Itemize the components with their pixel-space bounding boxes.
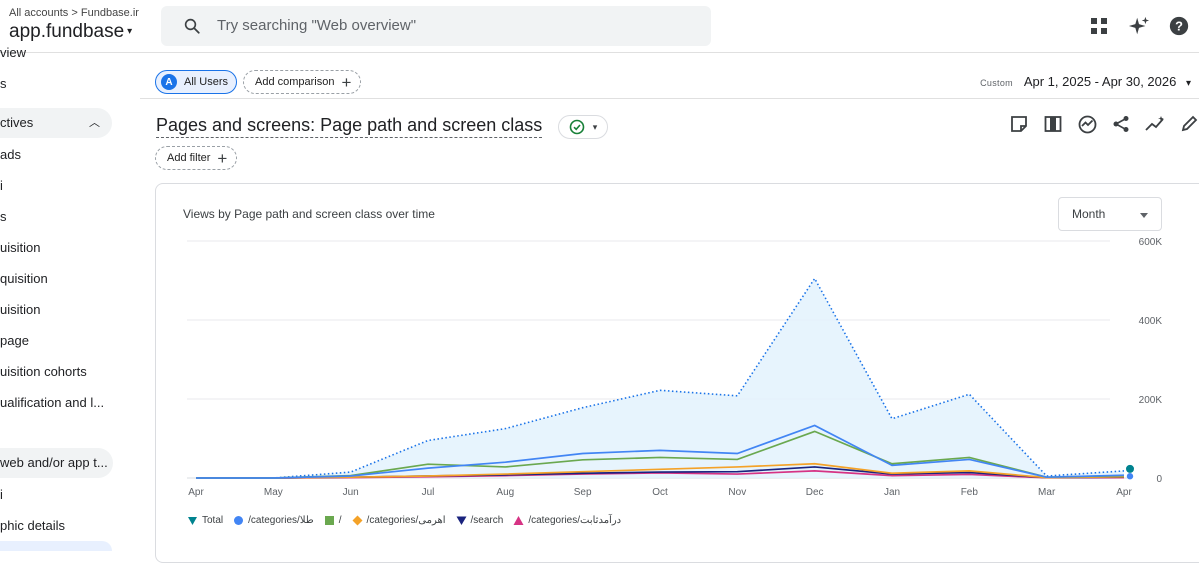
granularity-select[interactable]: Month [1058, 197, 1162, 231]
trend-sparkle-icon[interactable] [1145, 114, 1165, 134]
sidebar-item[interactable]: s [0, 76, 7, 91]
legend-item[interactable]: /categories/اهرمی [352, 515, 446, 526]
chart-card [155, 183, 1199, 563]
sidebar-item[interactable]: ads [0, 147, 21, 162]
legend-item[interactable]: / [324, 515, 342, 526]
sidebar-item[interactable]: quisition [0, 271, 48, 286]
sidebar-item[interactable]: page [0, 333, 29, 348]
segment-letter: A [161, 74, 177, 90]
sidebar-item[interactable]: s [0, 209, 7, 224]
note-icon[interactable] [1009, 114, 1029, 134]
sidebar-item[interactable]: uisition [0, 240, 41, 255]
sidebar-item[interactable]: ualification and l... [0, 395, 105, 410]
compare-columns-icon[interactable] [1043, 114, 1063, 134]
legend-item[interactable]: /categories/درآمدثابت [513, 515, 621, 526]
legend-marker-icon [324, 516, 334, 525]
legend-item[interactable]: /search [456, 515, 504, 526]
sidebar-item-label: ctives [0, 115, 34, 130]
report-status-dropdown[interactable]: ▾ [558, 115, 608, 139]
sparkle-icon[interactable] [1127, 14, 1151, 38]
legend-marker-icon [456, 516, 467, 525]
report-actions [1009, 114, 1199, 134]
sidebar-item-web-app[interactable]: web and/or app t... [0, 448, 113, 478]
legend-label: /search [470, 515, 504, 526]
date-custom-label: Custom [980, 78, 1013, 88]
sidebar-item[interactable]: i [0, 178, 3, 193]
plus-icon: + [217, 148, 228, 168]
sidebar-item[interactable]: i [0, 487, 3, 502]
sidebar: view s ctives ︿ ads i s uisition quisiti… [0, 45, 140, 551]
caret-down-icon: ▾ [127, 26, 133, 38]
search-input[interactable]: Try searching "Web overview" [161, 6, 711, 46]
breadcrumb-account[interactable]: Fundbase.ir [80, 7, 139, 19]
property-selector[interactable]: app.fundbase ▾ [9, 21, 132, 43]
legend-item[interactable]: /categories/طلا [233, 515, 314, 526]
breadcrumb-separator: > [71, 7, 78, 19]
toolbar-divider [140, 98, 1199, 99]
legend-item[interactable]: Total [187, 515, 223, 526]
sidebar-section-objectives[interactable]: ctives ︿ [0, 108, 112, 138]
caret-down-icon: ▾ [1185, 78, 1191, 89]
sidebar-item[interactable]: view [0, 45, 27, 60]
legend-label: /categories/طلا [248, 515, 314, 526]
segment-chip-all-users[interactable]: A All Users [155, 70, 237, 94]
check-circle-icon [569, 119, 585, 135]
insights-icon[interactable] [1077, 114, 1097, 134]
sidebar-item[interactable]: phic details [0, 518, 66, 533]
date-range-picker[interactable]: Custom Apr 1, 2025 - Apr 30, 2026 ▾ [980, 74, 1191, 89]
property-name: app.fundbase [9, 21, 125, 42]
date-range-value: Apr 1, 2025 - Apr 30, 2026 [1023, 74, 1177, 89]
svg-text:?: ? [1175, 19, 1183, 34]
search-placeholder: Try searching "Web overview" [217, 17, 417, 34]
add-filter-label: Add filter [167, 152, 211, 164]
chart-title: Views by Page path and screen class over… [183, 207, 435, 221]
edit-pencil-icon[interactable] [1179, 114, 1199, 134]
legend-label: / [338, 515, 342, 526]
add-comparison-button[interactable]: Add comparison + [243, 70, 362, 94]
add-filter-button[interactable]: Add filter + [155, 146, 238, 170]
apps-grid-icon[interactable] [1087, 14, 1111, 38]
sidebar-item[interactable]: uisition [0, 302, 41, 317]
share-icon[interactable] [1111, 114, 1131, 134]
legend-marker-icon [188, 517, 197, 525]
page-title[interactable]: Pages and screens: Page path and screen … [156, 115, 543, 138]
top-bar: All accounts > Fundbase.ir app.fundbase ▾… [0, 0, 1199, 53]
help-icon[interactable]: ? [1167, 14, 1191, 38]
add-comparison-label: Add comparison [255, 76, 335, 88]
caret-down-icon: ▾ [592, 121, 598, 132]
caret-down-icon [1140, 213, 1148, 218]
legend-label: /categories/اهرمی [366, 515, 446, 526]
search-icon [184, 18, 200, 34]
legend-marker-icon [513, 516, 524, 525]
legend-marker-icon [234, 516, 244, 525]
legend-label: Total [202, 515, 224, 526]
sidebar-item-selected[interactable] [0, 541, 112, 551]
breadcrumb-accounts[interactable]: All accounts [9, 7, 69, 19]
segment-label: All Users [184, 76, 229, 88]
legend-label: /categories/درآمدثابت [528, 515, 622, 526]
plus-icon: + [341, 72, 352, 92]
granularity-value: Month [1072, 207, 1106, 221]
chevron-up-icon[interactable]: ︿ [89, 117, 100, 129]
chart-legend: Total/categories/طلا / /categories/اهرمی/s… [187, 515, 621, 526]
breadcrumb[interactable]: All accounts > Fundbase.ir [9, 7, 139, 19]
legend-marker-icon [352, 515, 363, 526]
top-icons: ? [1087, 14, 1191, 38]
sidebar-item[interactable]: uisition cohorts [0, 364, 87, 379]
